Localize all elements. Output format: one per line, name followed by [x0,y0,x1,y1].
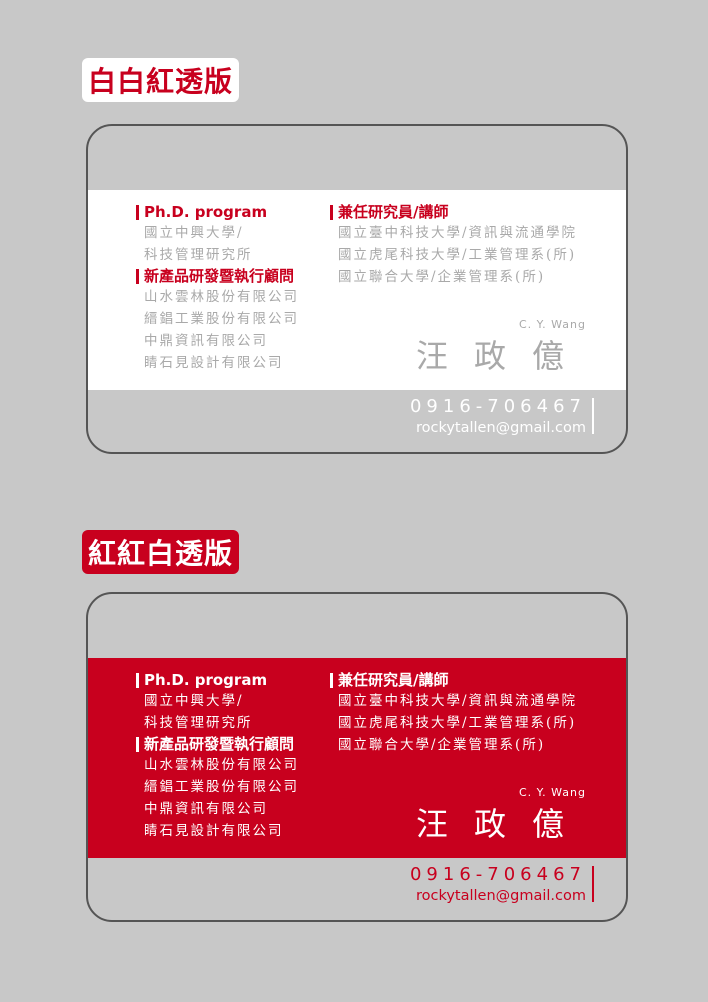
phd-line: 國立中興大學/ [144,693,244,709]
company-line: 睛石見設計有限公司 [144,355,284,371]
phone-number: 0916-706467 [409,396,586,417]
chinese-name: 汪政億 [415,805,590,843]
phd-heading: Ph.D. program [136,202,299,222]
left-column: Ph.D. program 國立中興大學/ 科技管理研究所 新產品研發暨執行顧問… [136,670,299,842]
phd-line: 科技管理研究所 [144,715,253,731]
company-line: 山水雲林股份有限公司 [144,289,299,305]
phd-heading: Ph.D. program [136,670,299,690]
version-label-red-white: 紅紅白透版 [82,530,240,574]
business-card-red: Ph.D. program 國立中興大學/ 科技管理研究所 新產品研發暨執行顧問… [86,592,628,922]
phd-line: 科技管理研究所 [144,247,253,263]
consultant-heading: 新產品研發暨執行顧問 [136,734,299,754]
right-column: 兼任研究員/講師 國立臺中科技大學/資訊與流通學院 國立虎尾科技大學/工業管理系… [330,670,577,756]
consultant-heading: 新產品研發暨執行顧問 [136,266,299,286]
company-line: 中鼎資訊有限公司 [144,333,268,349]
business-card-white: Ph.D. program 國立中興大學/ 科技管理研究所 新產品研發暨執行顧問… [86,124,628,454]
school-line: 國立臺中科技大學/資訊與流通學院 [338,225,578,241]
email-address: rockytallen@gmail.com [415,888,586,904]
school-line: 國立聯合大學/企業管理系(所) [338,269,546,285]
card-band: Ph.D. program 國立中興大學/ 科技管理研究所 新產品研發暨執行顧問… [88,190,626,390]
school-line: 國立虎尾科技大學/工業管理系(所) [338,715,577,731]
company-line: 中鼎資訊有限公司 [144,801,268,817]
company-line: 縉錩工業股份有限公司 [144,311,299,327]
researcher-heading: 兼任研究員/講師 [330,202,577,222]
company-line: 山水雲林股份有限公司 [144,757,299,773]
right-column: 兼任研究員/講師 國立臺中科技大學/資訊與流通學院 國立虎尾科技大學/工業管理系… [330,202,577,288]
version-label-white-red: 白白紅透版 [82,58,240,102]
phone-number: 0916-706467 [409,864,586,885]
chinese-name: 汪政億 [415,337,590,375]
email-address: rockytallen@gmail.com [415,420,586,436]
company-line: 縉錩工業股份有限公司 [144,779,299,795]
english-name: C. Y. Wang [518,786,586,799]
company-line: 睛石見設計有限公司 [144,823,284,839]
left-column: Ph.D. program 國立中興大學/ 科技管理研究所 新產品研發暨執行顧問… [136,202,299,374]
card-band: Ph.D. program 國立中興大學/ 科技管理研究所 新產品研發暨執行顧問… [88,658,626,858]
school-line: 國立聯合大學/企業管理系(所) [338,737,546,753]
researcher-heading: 兼任研究員/講師 [330,670,577,690]
school-line: 國立臺中科技大學/資訊與流通學院 [338,693,578,709]
contact-divider [592,866,594,902]
english-name: C. Y. Wang [518,318,586,331]
school-line: 國立虎尾科技大學/工業管理系(所) [338,247,577,263]
contact-divider [592,398,594,434]
phd-line: 國立中興大學/ [144,225,244,241]
